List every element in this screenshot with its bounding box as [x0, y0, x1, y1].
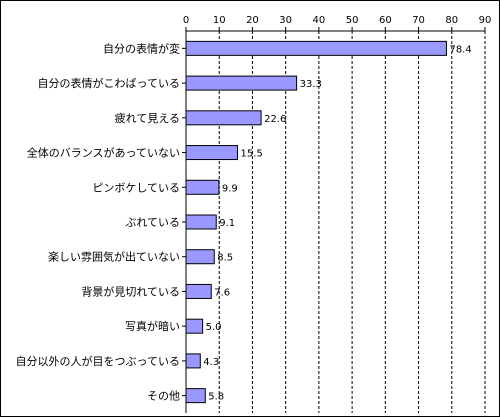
label-layer: 自分の表情が変 78.4 自分の表情がこわばっている 33.3 疲れて見える 22.6 全体…	[16, 41, 472, 402]
bar-10	[185, 388, 206, 404]
category-label-0: 自分の表情が変	[103, 41, 180, 55]
category-label-10: その他	[147, 390, 180, 403]
x-tick-label-10: 10	[213, 15, 226, 26]
value-label-2: 22.6	[264, 114, 286, 125]
value-label-8: 5.0	[206, 322, 222, 333]
bar-5	[185, 214, 217, 230]
x-tick-label-30: 30	[279, 15, 292, 26]
grid-layer	[218, 31, 486, 413]
category-label-2: 疲れて見える	[115, 111, 180, 125]
x-tick-label-60: 60	[379, 15, 392, 26]
axis-layer: 0 10 20 30 40 50 60 70 80 90	[182, 15, 491, 413]
x-tick-label-90: 90	[479, 15, 492, 26]
value-label-5: 9.1	[219, 218, 235, 229]
value-label-9: 4.3	[203, 357, 219, 368]
value-label-4: 9.9	[222, 183, 238, 194]
x-tick-label-0: 0	[183, 15, 189, 26]
value-label-3: 15.5	[240, 149, 262, 160]
bar-9	[185, 353, 201, 369]
category-label-9: 自分以外の人が目をつぶっている	[16, 354, 180, 368]
category-label-3: 全体のバランスがあっていない	[27, 146, 180, 160]
bar-0	[185, 40, 447, 56]
bar-layer	[185, 40, 447, 404]
bar-7	[185, 283, 212, 299]
x-tick-label-50: 50	[346, 15, 359, 26]
bar-3	[185, 145, 238, 161]
x-tick-label-20: 20	[246, 15, 259, 26]
bar-8	[185, 318, 204, 334]
value-label-1: 33.3	[300, 79, 322, 90]
value-label-6: 8.5	[217, 253, 233, 264]
category-label-5: ぶれている	[125, 216, 180, 229]
category-label-1: 自分の表情がこわばっている	[38, 76, 180, 90]
x-tick-label-80: 80	[445, 15, 458, 26]
x-tick-label-70: 70	[412, 15, 425, 26]
bar-4	[185, 179, 220, 195]
value-label-7: 7.6	[214, 287, 230, 298]
x-tick-label-40: 40	[313, 15, 326, 26]
bar-2	[185, 110, 262, 126]
category-label-7: 背景が見切れている	[81, 284, 180, 298]
category-label-8: 写真が暗い	[125, 319, 180, 333]
bar-1	[185, 75, 298, 91]
category-label-4: ピンボケしている	[92, 181, 180, 194]
bar-6	[185, 249, 215, 265]
value-label-0: 78.4	[449, 44, 471, 55]
value-label-10: 5.8	[208, 392, 224, 403]
category-label-6: 楽しい雰囲気が出ていない	[48, 250, 180, 264]
